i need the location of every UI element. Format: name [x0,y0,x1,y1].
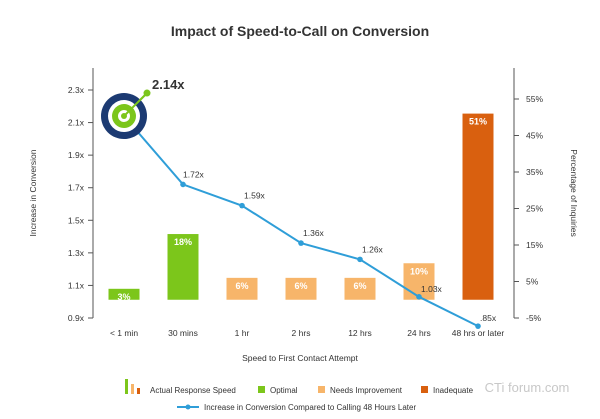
line-point [357,256,363,263]
x-tick-label: 12 hrs [348,328,372,338]
x-axis-title: Speed to First Contact Attempt [242,353,358,363]
line-value-label: 1.03x [421,284,443,294]
x-tick-label: < 1 min [110,328,138,338]
bar-label: 6% [235,281,248,291]
line-value-label: .85x [480,313,497,323]
y-tick-label: 0.9x [68,313,85,323]
legend-swatch-response-red [137,388,140,394]
y-tick-label: 1.7x [68,183,85,193]
y-tick-label: 1.3x [68,248,85,258]
line-value-label: 1.59x [244,191,266,201]
line-point [475,323,481,329]
line-point [416,294,422,300]
legend-swatch-optimal [258,386,265,393]
x-tick-label: 24 hrs [407,328,431,338]
y2-axis-title: Percentage of Inquiries [569,149,579,236]
line-point [180,181,186,188]
y2-tick-label: 15% [526,240,543,250]
legend-inadequate: Inadequate [433,386,474,395]
bar [462,113,494,300]
legend-swatch-needs-improvement [318,386,325,393]
chart-title: Impact of Speed-to-Call on Conversion [171,23,429,39]
y2-tick-label: 45% [526,131,543,141]
legend-swatch-response-orange [131,384,134,394]
legend-line-marker [185,404,191,410]
line-value-label: 1.72x [183,169,205,179]
bar-label: 6% [353,281,366,291]
bar [226,277,258,300]
legend-needs-improvement: Needs Improvement [330,386,403,395]
y2-tick-label: 35% [526,167,543,177]
line-value-label: 2.14x [152,77,185,92]
y2-tick-label: 55% [526,94,543,104]
bar-label: 6% [294,281,307,291]
line-series: 2.14x 1.72x 1.59x 1.36x 1.26x 1.03x .85x [123,77,497,329]
y-tick-label: 1.5x [68,215,85,225]
y2-tick-label: -5% [526,313,542,323]
x-tick-label: 48 hrs or later [452,328,505,338]
target-arrow-head [143,89,151,97]
bars-group: 3% 18% 6% 6% 6% 10% 51% [108,113,494,302]
bar-label: 10% [410,266,428,276]
bar-label: 3% [117,292,130,302]
x-tick-label: 1 hr [235,328,250,338]
bar [285,277,317,300]
bar [344,277,376,300]
y2-tick-label: 25% [526,204,543,214]
legend-swatch-inadequate [421,386,428,393]
y2-tick-label: 5% [526,277,539,287]
y-tick-label: 1.1x [68,280,85,290]
line-point [239,202,245,209]
legend-swatch-response-green [125,379,128,394]
bar-label: 51% [469,117,487,127]
legend-actual-response-speed: Actual Response Speed [150,386,236,395]
line-point [298,240,304,246]
line-value-label: 1.36x [303,228,325,238]
watermark: CTi forum.com [485,380,570,395]
y2-axis-ticks: -5% 5% 15% 25% 35% 45% 55% [514,94,543,323]
target-icon [101,89,151,140]
y-tick-label: 1.9x [68,150,85,160]
y-axis-ticks: 0.9x 1.1x 1.3x 1.5x 1.7x 1.9x 2.1x 2.3x [68,85,93,323]
legend-line: Increase in Conversion Compared to Calli… [204,403,416,412]
target-arrow [123,93,147,117]
legend: Actual Response Speed Optimal Needs Impr… [125,379,474,412]
y-tick-label: 2.1x [68,118,85,128]
bar [108,288,140,300]
bar [167,234,199,300]
y-axis-title: Increase in Conversion [28,149,38,236]
legend-optimal: Optimal [270,386,298,395]
y-tick-label: 2.3x [68,85,85,95]
line-value-label: 1.26x [362,244,384,254]
bar-label: 18% [174,237,192,247]
x-axis-ticks: < 1 min 30 mins 1 hr 2 hrs 12 hrs 24 hrs 48 hr… [110,328,504,338]
x-tick-label: 30 mins [168,328,198,338]
bar [403,263,435,300]
x-tick-label: 2 hrs [292,328,311,338]
